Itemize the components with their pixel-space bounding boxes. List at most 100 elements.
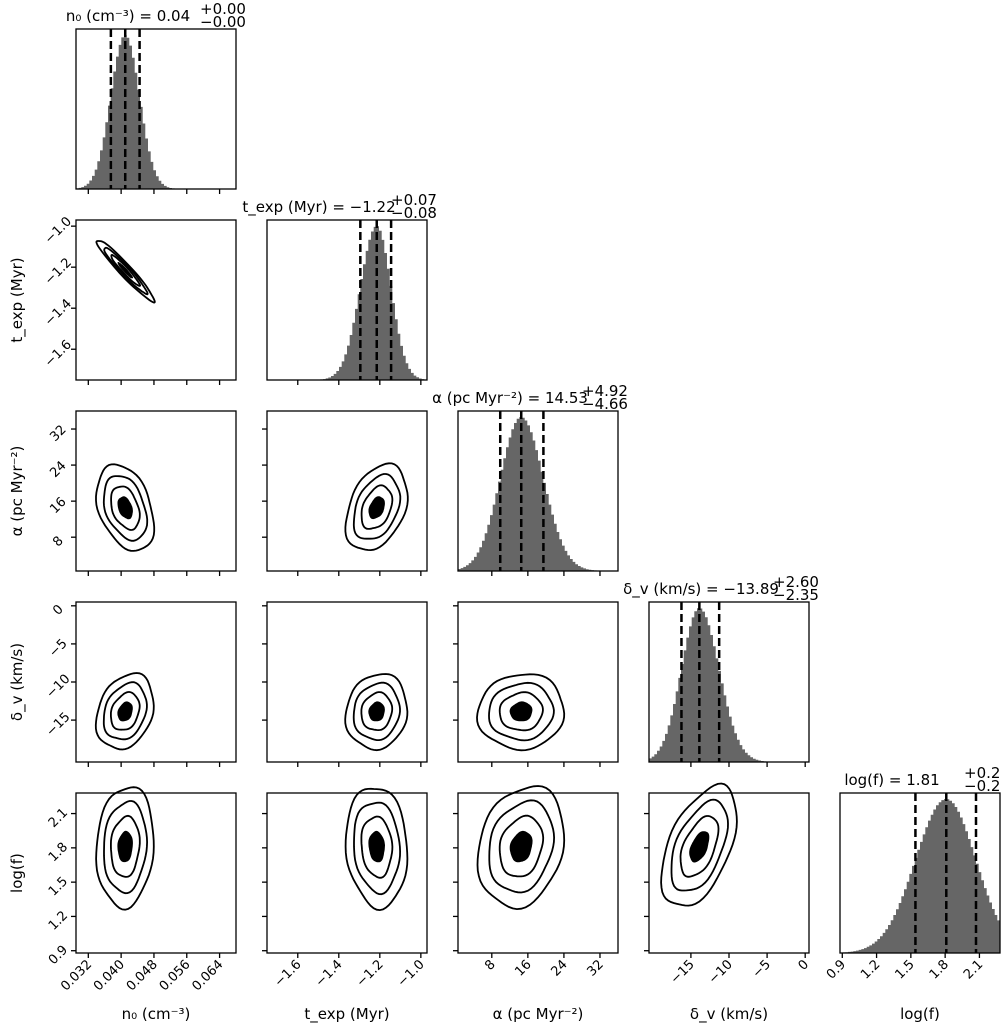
x-tick-label-t_exp: −1.6 <box>272 957 305 990</box>
contour-level-3 <box>95 786 155 911</box>
contour-level-3 <box>344 787 409 912</box>
panel-frame <box>457 792 619 954</box>
y-tick-label-delta_v: −10 <box>43 672 73 702</box>
y-axis-label-log_f: log(f) <box>8 853 26 893</box>
panel-frame <box>648 792 810 954</box>
contour-level-1 <box>498 691 544 732</box>
y-tick-label-log_f: 2.1 <box>46 806 71 831</box>
contour-level-1 <box>110 691 141 731</box>
contour-level-2 <box>102 475 149 542</box>
panel-title-log_f: log(f) = 1.81 <box>844 771 939 789</box>
contour-level-2 <box>103 246 149 296</box>
histogram-bars-delta_v <box>649 608 809 762</box>
contour-core <box>509 701 533 722</box>
histogram-panel-n0: n₀ (cm⁻³) = 0.04 +0.00−0.00 <box>66 0 246 190</box>
contour-core <box>368 830 386 863</box>
title-minus-error: −0.27 <box>964 777 1001 795</box>
x-axis-label-alpha: α (pc Myr⁻²) <box>493 1005 584 1023</box>
y-tick-label-t_exp: −1.6 <box>42 337 75 370</box>
contour-panel-n0-vs-delta_v <box>75 601 237 763</box>
y-tick-label-log_f: 1.2 <box>46 908 71 933</box>
x-tick-label-delta_v: −15 <box>668 957 698 987</box>
contour-core <box>117 701 133 722</box>
x-tick-label-n0: 0.048 <box>124 957 161 994</box>
contour-panel-n0-vs-alpha <box>75 410 237 572</box>
contour-level-1 <box>360 691 394 732</box>
contour-level-2 <box>353 801 402 896</box>
contour-level-2 <box>352 681 401 741</box>
x-tick-label-delta_v: 0 <box>796 957 812 973</box>
histogram-bars-alpha <box>458 417 618 571</box>
contour-panel-n0-vs-t_exp <box>75 219 237 381</box>
x-tick-label-t_exp: −1.0 <box>395 957 428 990</box>
contour-core <box>117 496 133 520</box>
panel-title-delta_v: δ_v (km/s) = −13.89 <box>623 580 779 599</box>
y-tick-label-log_f: 1.8 <box>46 840 71 865</box>
title-plus-error: +0.00 <box>200 0 246 18</box>
x-tick-label-log_f: 1.2 <box>858 957 883 982</box>
contour-level-1 <box>110 253 142 287</box>
contour-level-2 <box>352 473 402 540</box>
title-minus-error: −4.66 <box>582 395 628 413</box>
x-tick-label-delta_v: −5 <box>750 957 774 981</box>
panel-frame <box>75 219 237 381</box>
panel-frame <box>266 410 428 572</box>
histogram-panel-t_exp: t_exp (Myr) = −1.22+0.07−0.08 <box>242 191 437 381</box>
histogram-panel-alpha: α (pc Myr⁻²) = 14.53+4.92−4.66 <box>432 382 628 572</box>
x-tick-label-t_exp: −1.4 <box>313 957 346 990</box>
histogram-panel-delta_v: δ_v (km/s) = −13.89+2.60−2.35 <box>623 573 819 763</box>
panel-title-n0: n₀ (cm⁻³) = 0.04 <box>66 7 190 25</box>
panel-title-t_exp: t_exp (Myr) = −1.22 <box>242 198 395 217</box>
y-tick-label-delta_v: 0 <box>50 602 66 618</box>
histogram-panel-log_f: log(f) = 1.81 +0.26−0.27 <box>839 764 1001 954</box>
title-plus-error: +4.92 <box>582 382 628 400</box>
panel-frame <box>266 219 428 381</box>
x-axis-label-log_f: log(f) <box>900 1005 940 1023</box>
y-tick-label-alpha: 24 <box>47 459 69 481</box>
contour-level-2 <box>488 681 555 742</box>
panel-frame <box>75 410 237 572</box>
y-tick-label-t_exp: −1.0 <box>42 214 75 247</box>
x-tick-label-log_f: 1.8 <box>927 957 952 982</box>
contour-level-3 <box>95 240 156 304</box>
contour-panel-t_exp-vs-delta_v <box>266 601 428 763</box>
contour-level-1 <box>498 814 545 878</box>
y-tick-label-alpha: 32 <box>47 422 69 444</box>
contour-core <box>368 701 385 722</box>
y-axis-label-alpha: α (pc Myr⁻²) <box>8 446 26 537</box>
contour-level-2 <box>103 800 149 895</box>
contour-level-1 <box>679 815 720 878</box>
histogram-bars-n0 <box>76 35 236 189</box>
x-tick-label-t_exp: −1.2 <box>354 957 387 990</box>
contour-panel-alpha-vs-delta_v <box>457 601 619 763</box>
title-minus-error: −0.08 <box>391 204 437 222</box>
y-tick-label-alpha: 16 <box>47 495 69 517</box>
y-tick-label-log_f: 1.5 <box>46 874 71 899</box>
y-axis-label-t_exp: t_exp (Myr) <box>8 257 27 342</box>
contour-level-2 <box>488 799 556 894</box>
contour-panel-t_exp-vs-alpha <box>266 410 428 572</box>
contour-panel-delta_v-vs-log_f <box>648 782 810 954</box>
title-plus-error: +0.26 <box>964 764 1001 782</box>
contour-level-3 <box>476 785 566 911</box>
panel-frame <box>839 792 1001 954</box>
y-tick-label-t_exp: −1.4 <box>42 296 75 329</box>
title-plus-error: +2.60 <box>773 573 819 591</box>
x-axis-label-n0: n₀ (cm⁻³) <box>122 1005 191 1023</box>
contour-core <box>689 831 710 863</box>
x-tick-label-alpha: 16 <box>512 957 534 979</box>
x-axis-label-t_exp: t_exp (Myr) <box>304 1005 389 1024</box>
contour-level-3 <box>660 782 738 907</box>
y-tick-label-delta_v: −15 <box>43 710 73 740</box>
x-tick-label-alpha: 8 <box>482 957 498 973</box>
panel-title-alpha: α (pc Myr⁻²) = 14.53 <box>432 389 588 407</box>
contour-core <box>117 830 133 863</box>
x-tick-label-n0: 0.040 <box>91 957 128 994</box>
x-tick-label-n0: 0.032 <box>58 957 95 994</box>
histogram-bars-t_exp <box>267 226 427 380</box>
y-tick-label-delta_v: −5 <box>46 636 70 660</box>
contour-panel-alpha-vs-log_f <box>457 785 619 954</box>
contour-level-1 <box>110 485 141 531</box>
title-minus-error: −0.00 <box>200 13 246 31</box>
